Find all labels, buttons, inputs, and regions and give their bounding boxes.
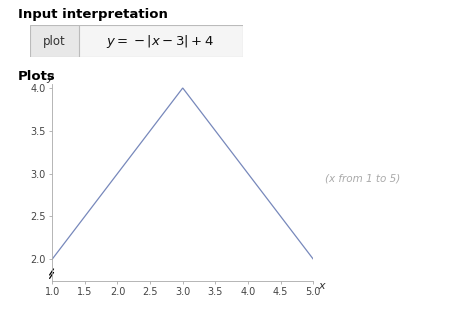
Text: plot: plot [43, 35, 65, 47]
Text: (x from 1 to 5): (x from 1 to 5) [325, 173, 400, 183]
Text: Plots: Plots [18, 70, 56, 83]
Text: Input interpretation: Input interpretation [18, 8, 168, 21]
FancyBboxPatch shape [30, 25, 79, 57]
Text: x: x [318, 281, 325, 291]
Text: $y = -|x-3|+4$: $y = -|x-3|+4$ [106, 33, 214, 50]
Text: y: y [46, 73, 53, 83]
FancyBboxPatch shape [79, 25, 243, 57]
